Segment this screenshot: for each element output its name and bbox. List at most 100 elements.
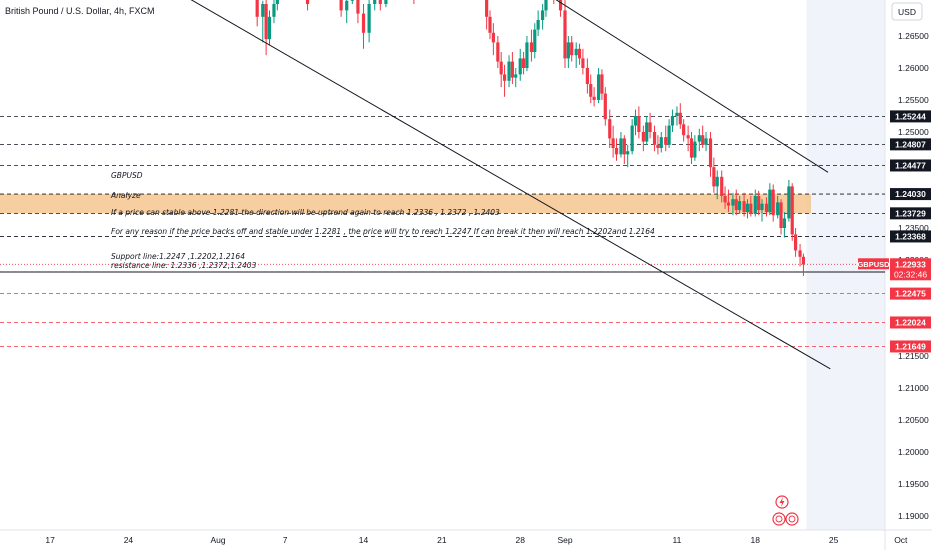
candle — [581, 48, 585, 75]
candle — [715, 170, 719, 200]
candle-body — [563, 10, 567, 59]
resistance-zone[interactable] — [0, 194, 811, 214]
candle — [507, 55, 511, 88]
candle — [749, 196, 753, 217]
candle — [742, 192, 746, 217]
candle — [350, 0, 354, 4]
candle — [533, 23, 537, 59]
candle-body — [603, 93, 607, 120]
candle-body — [701, 135, 705, 145]
candle-body — [614, 148, 619, 155]
candle — [614, 138, 619, 161]
candle — [738, 196, 742, 214]
candle-body — [521, 58, 526, 68]
candle-body — [541, 10, 545, 20]
candle-body — [753, 196, 757, 214]
candle-body — [637, 116, 641, 132]
candle-body — [261, 4, 265, 17]
note-downtrend: For any reason if the price backs off an… — [111, 227, 655, 236]
price-level-label: 1.23729 — [895, 208, 926, 218]
channel-lines — [154, 0, 831, 370]
candle — [633, 109, 638, 136]
price-level-label: 1.22024 — [895, 317, 926, 327]
candle — [521, 52, 526, 75]
price-levels — [0, 115, 885, 347]
time-tick-label: 21 — [437, 535, 447, 545]
price-level-tag[interactable] — [890, 188, 931, 201]
candle-body — [536, 20, 540, 30]
candle — [577, 43, 582, 65]
price-level-label: 1.22475 — [895, 289, 926, 299]
current-price-tag[interactable] — [890, 258, 931, 281]
candle-body — [764, 203, 769, 212]
candle-body — [678, 112, 682, 125]
candle — [693, 135, 697, 161]
candle-body — [667, 125, 671, 145]
price-level-tag[interactable] — [890, 340, 931, 353]
price-tick-label: 1.26500 — [898, 31, 929, 41]
candle — [619, 132, 623, 158]
candle-body — [641, 132, 645, 142]
candle-body — [518, 58, 522, 75]
candle-body — [488, 16, 492, 33]
candle-body — [491, 32, 495, 43]
flag-glyph-icon-2 — [788, 515, 796, 523]
candle-body — [659, 137, 663, 148]
currency-button[interactable]: USD — [891, 2, 923, 21]
candle — [670, 109, 675, 132]
candle-body — [577, 48, 582, 59]
time-tick-label: Aug — [210, 535, 225, 545]
economic-event-icon-2[interactable] — [785, 512, 799, 526]
candle — [339, 0, 343, 17]
candle-body — [611, 138, 615, 148]
time-tick-label: 11 — [673, 535, 682, 545]
plot-area[interactable] — [0, 0, 885, 530]
candle-body — [670, 116, 675, 126]
candle-body — [768, 189, 772, 212]
price-level-tag[interactable] — [890, 316, 931, 329]
price-level-label: 1.24030 — [895, 189, 926, 199]
candle-body — [712, 167, 716, 187]
candle-body — [757, 196, 761, 211]
candle — [801, 253, 806, 276]
candle — [726, 189, 731, 212]
trend-line-2[interactable] — [522, 0, 829, 173]
candle-body — [675, 112, 679, 116]
candle — [678, 103, 682, 129]
candle-body — [589, 84, 593, 97]
candle — [787, 180, 791, 222]
currency-label[interactable]: USD — [898, 7, 916, 17]
candle — [790, 183, 794, 241]
candle-body — [776, 202, 780, 216]
price-level-tag[interactable] — [890, 287, 931, 300]
candle-body — [566, 42, 570, 59]
candle-body — [619, 138, 623, 155]
candle-body — [693, 141, 697, 158]
candle — [611, 125, 615, 158]
event-markers[interactable] — [772, 495, 799, 526]
candle-body — [652, 132, 657, 145]
candle-body — [592, 96, 596, 100]
candle-body — [507, 61, 511, 81]
candle-body — [510, 61, 514, 78]
candle — [641, 125, 645, 152]
price-level-label: 1.21649 — [895, 341, 926, 351]
candle — [659, 132, 663, 153]
price-level-tag[interactable] — [890, 138, 931, 151]
price-level-tag[interactable] — [890, 207, 931, 220]
chart-title: British Pound / U.S. Dollar, 4h, FXCM — [5, 6, 155, 16]
time-axis[interactable] — [0, 530, 932, 550]
candle — [782, 212, 786, 238]
price-level-tag[interactable] — [890, 159, 931, 172]
price-tick-label: 1.21000 — [898, 383, 929, 393]
economic-event-icon-1[interactable] — [772, 512, 786, 526]
trend-line-1[interactable] — [154, 0, 831, 370]
candle — [510, 52, 514, 84]
current-symbol-tag[interactable] — [858, 258, 889, 270]
price-level-tag[interactable] — [890, 110, 931, 123]
current-price-marker[interactable]: GBPUSD 1.22933 02:32:46 — [857, 258, 931, 281]
price-level-tag[interactable] — [890, 230, 931, 243]
currency-button-frame[interactable] — [891, 2, 923, 21]
